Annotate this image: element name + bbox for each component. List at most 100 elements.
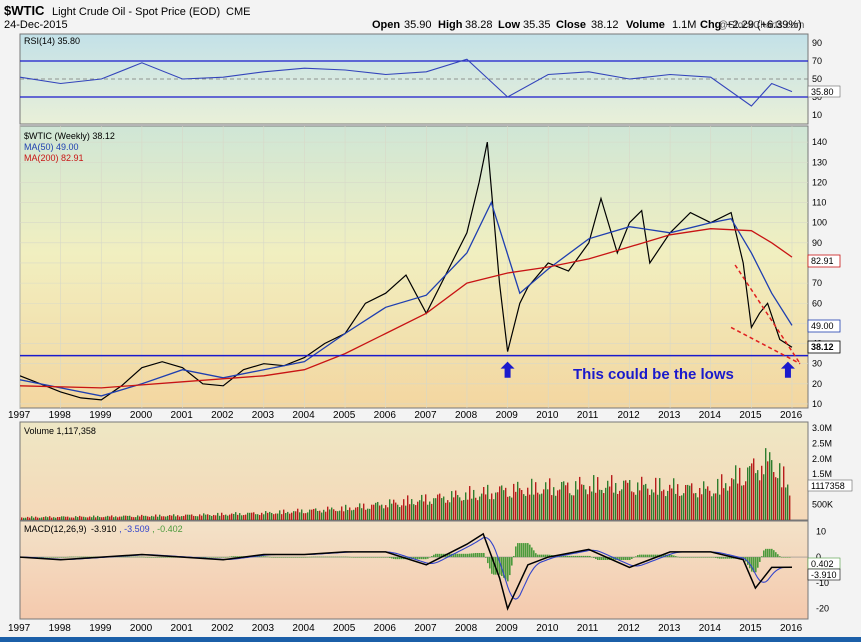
macd-histogram-bar: [617, 557, 619, 560]
macd-histogram-bar: [421, 557, 423, 560]
macd-histogram-bar: [307, 556, 309, 558]
macd-histogram-bar: [695, 557, 697, 558]
macd-histogram-bar: [503, 557, 505, 578]
volume-bar: [425, 494, 427, 520]
volume-bar: [335, 510, 337, 520]
macd-histogram-bar: [321, 556, 323, 558]
volume-bar: [101, 517, 103, 520]
macd-histogram-bar: [547, 554, 549, 558]
volume-bar: [675, 493, 677, 520]
volume-bar: [717, 478, 719, 520]
macd-histogram-bar: [165, 557, 167, 558]
volume-bar: [183, 515, 185, 520]
macd-histogram-bar: [531, 547, 533, 558]
volume-bar: [267, 512, 269, 520]
price-tick-label: 10: [812, 399, 822, 409]
rsi-axis-ticks: 9070503010: [812, 38, 822, 120]
price-panel: 140130120110100908070605040302010 $WTIC …: [19, 125, 841, 409]
volume-bar: [111, 515, 113, 520]
volume-bar: [637, 482, 639, 520]
macd-histogram-bar: [497, 557, 499, 575]
volume-bar: [561, 481, 563, 520]
macd-histogram-bar: [537, 554, 539, 558]
macd-histogram-bar: [259, 556, 261, 558]
volume-bar: [773, 472, 775, 520]
macd-histogram-bar: [215, 557, 217, 558]
macd-histogram-bar: [455, 553, 457, 558]
macd-histogram-bar: [327, 556, 329, 558]
macd-histogram-bar: [151, 557, 153, 558]
volume-bar: [469, 486, 471, 520]
rsi-panel: 9070503010 RSI(14) 35.80 35.80: [19, 33, 841, 125]
x-tick-label: 2013: [658, 410, 681, 421]
volume-bar: [75, 516, 77, 520]
macd-legend-signal: , -3.509: [119, 524, 150, 534]
macd-histogram-bar: [593, 557, 595, 558]
macd-histogram-bar: [621, 557, 623, 560]
x-tick-label: 2002: [211, 623, 234, 634]
volume-bar: [739, 467, 741, 520]
macd-histogram-bar: [159, 557, 161, 558]
x-tick-label: 2010: [536, 410, 559, 421]
volume-bar: [497, 492, 499, 520]
macd-histogram-bar: [683, 557, 685, 558]
macd-histogram-bar: [585, 555, 587, 558]
volume-bar: [653, 492, 655, 520]
macd-histogram-bar: [623, 557, 625, 560]
macd-histogram-bar: [301, 557, 303, 558]
price-tick-label: 100: [812, 218, 827, 228]
volume-bar: [325, 511, 327, 520]
volume-bar: [463, 499, 465, 520]
volume-bar: [319, 510, 321, 520]
volume-bar: [401, 505, 403, 520]
volume-bar: [439, 493, 441, 520]
macd-histogram-bar: [135, 556, 137, 558]
macd-histogram-bar: [637, 555, 639, 558]
x-tick-label: 2002: [211, 410, 234, 421]
open-label: Open: [372, 19, 400, 31]
macd-histogram-bar: [161, 557, 163, 558]
volume-bar: [669, 484, 671, 520]
macd-histogram-bar: [763, 550, 765, 558]
volume-bar: [313, 508, 315, 520]
macd-histogram-bar: [461, 553, 463, 558]
ma200-line: [20, 228, 793, 389]
volume-bar: [697, 497, 699, 520]
macd-histogram-bar: [227, 556, 229, 558]
volume-bar: [681, 495, 683, 520]
macd-histogram-bar: [589, 555, 591, 558]
macd-histogram-bar: [309, 556, 311, 558]
x-tick-label: 2007: [414, 410, 437, 421]
ma200-legend: MA(200) 82.91: [24, 153, 84, 163]
volume-bar: [557, 490, 559, 520]
macd-histogram-bar: [335, 556, 337, 558]
volume-bar: [485, 494, 487, 520]
volume-bar: [163, 516, 165, 520]
volume-bar: [55, 517, 57, 520]
macd-histogram-bar: [441, 553, 443, 558]
volume-bar: [67, 516, 69, 520]
macd-histogram-bar: [209, 557, 211, 558]
volume-bar: [411, 499, 413, 520]
macd-histogram-bar: [611, 557, 613, 560]
volume-tick-label: 1.5M: [812, 469, 832, 479]
macd-histogram-bar: [293, 557, 295, 558]
volume-bar: [97, 515, 99, 520]
volume-bar: [467, 499, 469, 520]
volume-bar: [231, 513, 233, 520]
volume-bar: [643, 484, 645, 520]
macd-histogram-bar: [63, 557, 65, 558]
volume-bar: [581, 484, 583, 520]
volume-bar: [37, 517, 39, 520]
macd-histogram-bar: [729, 557, 731, 559]
volume-bar: [71, 517, 73, 520]
volume-bar: [99, 517, 101, 520]
macd-histogram-bar: [313, 556, 315, 558]
volume-bar: [239, 513, 241, 520]
volume-bar: [651, 489, 653, 520]
x-tick-label: 2012: [617, 623, 640, 634]
close-price-tag: [807, 340, 841, 354]
rsi-legend: RSI(14) 35.80: [24, 36, 80, 46]
macd-histogram-bar: [331, 556, 333, 558]
